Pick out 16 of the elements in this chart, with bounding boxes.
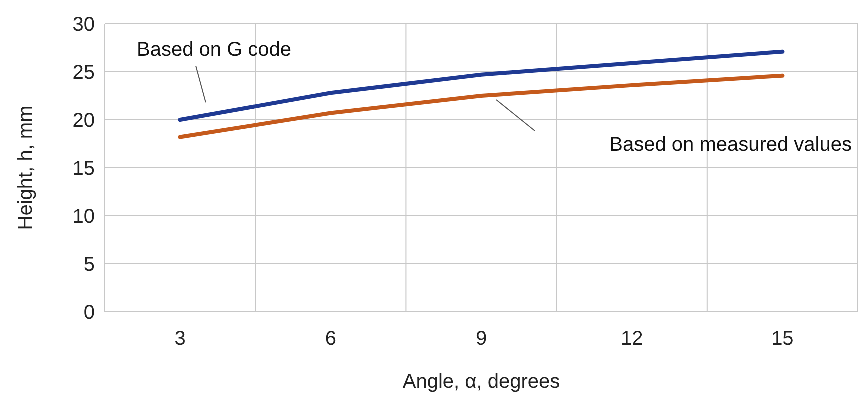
series-label: Based on G code xyxy=(137,39,292,61)
x-tick-label: 3 xyxy=(174,328,186,350)
y-axis-title: Height, h, mm xyxy=(15,106,37,230)
y-tick-label: 5 xyxy=(84,254,95,276)
y-tick-label: 10 xyxy=(72,206,95,228)
y-tick-label: 0 xyxy=(84,302,95,324)
y-tick-label: 25 xyxy=(72,62,95,84)
y-tick-label: 20 xyxy=(72,110,95,132)
x-tick-label: 12 xyxy=(620,328,644,350)
y-tick-label: 30 xyxy=(72,14,95,36)
y-tick-label: 15 xyxy=(72,158,95,180)
x-tick-label: 9 xyxy=(476,328,488,350)
text: Based on measured values xyxy=(610,134,852,156)
x-tick-label: 15 xyxy=(772,328,794,350)
x-axis-title: Angle, α, degrees xyxy=(402,371,560,393)
x-tick-label: 6 xyxy=(325,328,336,350)
